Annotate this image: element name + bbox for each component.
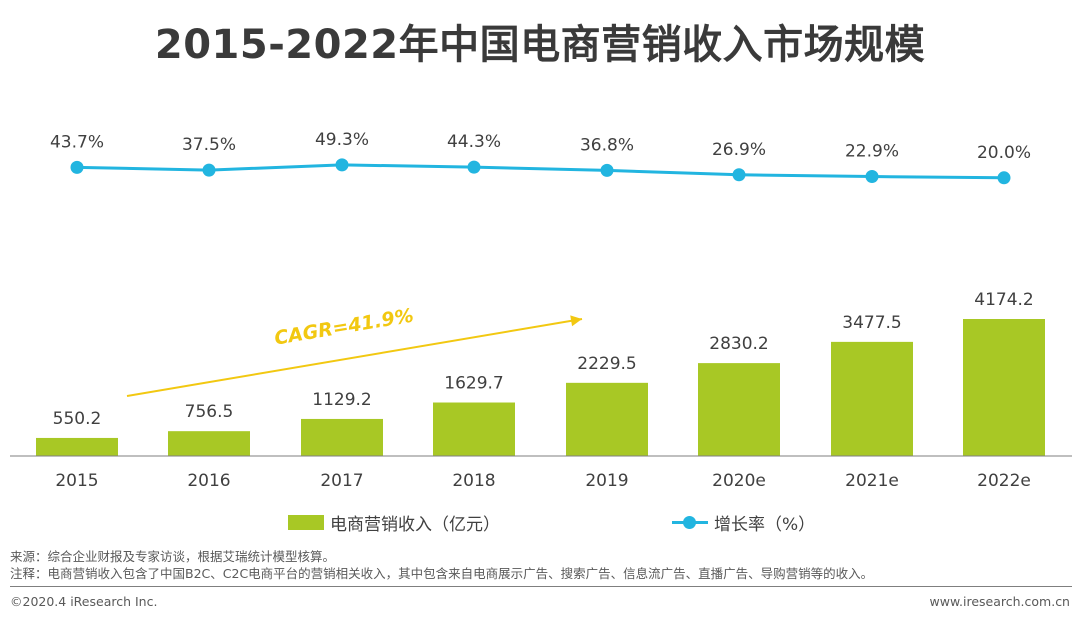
growth-label-2017: 49.3% — [315, 130, 369, 150]
legend: 电商营销收入（亿元） 增长率（%） — [0, 510, 1080, 540]
x-tick-label-2021e: 2021e — [845, 471, 899, 491]
growth-label-2016: 37.5% — [182, 135, 236, 155]
bar-value-label-2020e: 2830.2 — [709, 334, 768, 354]
bar-2016 — [168, 431, 250, 456]
chart-title: 2015-2022年中国电商营销收入市场规模 — [154, 22, 926, 68]
copyright-text: ©2020.4 iResearch Inc. — [10, 594, 158, 609]
x-tick-label-2022e: 2022e — [977, 471, 1031, 491]
x-tick-label-2017: 2017 — [320, 471, 363, 491]
growth-label-2021e: 22.9% — [845, 142, 899, 162]
cagr-arrow-head — [570, 315, 582, 327]
growth-label-2022e: 20.0% — [977, 143, 1031, 163]
bar-2017 — [301, 418, 383, 456]
growth-point-2021e — [865, 170, 879, 184]
growth-point-2020e — [732, 168, 746, 182]
growth-point-2016 — [202, 163, 216, 177]
growth-point-2018 — [467, 160, 481, 174]
legend-line-swatch — [672, 515, 708, 530]
cagr-arrow-line — [126, 318, 583, 397]
x-tick-label-2016: 2016 — [187, 471, 230, 491]
bar-2018 — [433, 402, 515, 456]
legend-bar-swatch — [288, 515, 324, 530]
footer-divider — [10, 586, 1072, 587]
growth-point-2015 — [70, 160, 84, 174]
bar-value-label-2019: 2229.5 — [577, 354, 636, 374]
website-text: www.iresearch.com.cn — [929, 594, 1071, 609]
growth-point-2019 — [600, 163, 614, 177]
bar-value-label-2018: 1629.7 — [444, 374, 503, 394]
growth-label-2015: 43.7% — [50, 132, 104, 152]
x-tick-label-2015: 2015 — [55, 471, 98, 491]
bar-2022e — [963, 319, 1045, 456]
bar-value-label-2022e: 4174.2 — [974, 290, 1033, 310]
annotation-note: 注释：电商营销收入包含了中国B2C、C2C电商平台的营销相关收入，其中包含来自电… — [10, 566, 874, 581]
x-tick-label-2020e: 2020e — [712, 471, 766, 491]
bar-2020e — [698, 363, 780, 456]
bar-value-label-2015: 550.2 — [53, 409, 102, 429]
bar-value-label-2016: 756.5 — [185, 402, 234, 422]
bar-2019 — [566, 382, 648, 456]
legend-item-bar: 电商营销收入（亿元） — [288, 510, 500, 535]
cagr-label: CAGR=41.9% — [273, 305, 415, 350]
notes: 来源：综合企业财报及专家访谈，根据艾瑞统计模型核算。 注释：电商营销收入包含了中… — [10, 548, 873, 582]
legend-item-line: 增长率（%） — [672, 510, 815, 535]
chart-svg: 550.2 756.5 1129.2 1629.7 2229.5 2830.2 3477.5… — [10, 130, 1072, 491]
bar-value-label-2017: 1129.2 — [312, 390, 371, 410]
legend-bar-label: 电商营销收入（亿元） — [330, 515, 500, 535]
growth-point-2022e — [997, 171, 1011, 185]
bar-2015 — [36, 437, 118, 456]
growth-rate-line — [76, 163, 1005, 180]
growth-point-2017 — [335, 158, 349, 172]
x-tick-label-2018: 2018 — [452, 471, 495, 491]
growth-label-2019: 36.8% — [580, 135, 634, 155]
source-note: 来源：综合企业财报及专家访谈，根据艾瑞统计模型核算。 — [10, 549, 336, 564]
legend-line-label: 增长率（%） — [714, 515, 816, 535]
x-tick-label-2019: 2019 — [585, 471, 628, 491]
growth-label-2018: 44.3% — [447, 132, 501, 152]
bar-2021e — [831, 341, 913, 456]
growth-label-2020e: 26.9% — [712, 140, 766, 160]
bar-value-label-2021e: 3477.5 — [842, 313, 901, 333]
